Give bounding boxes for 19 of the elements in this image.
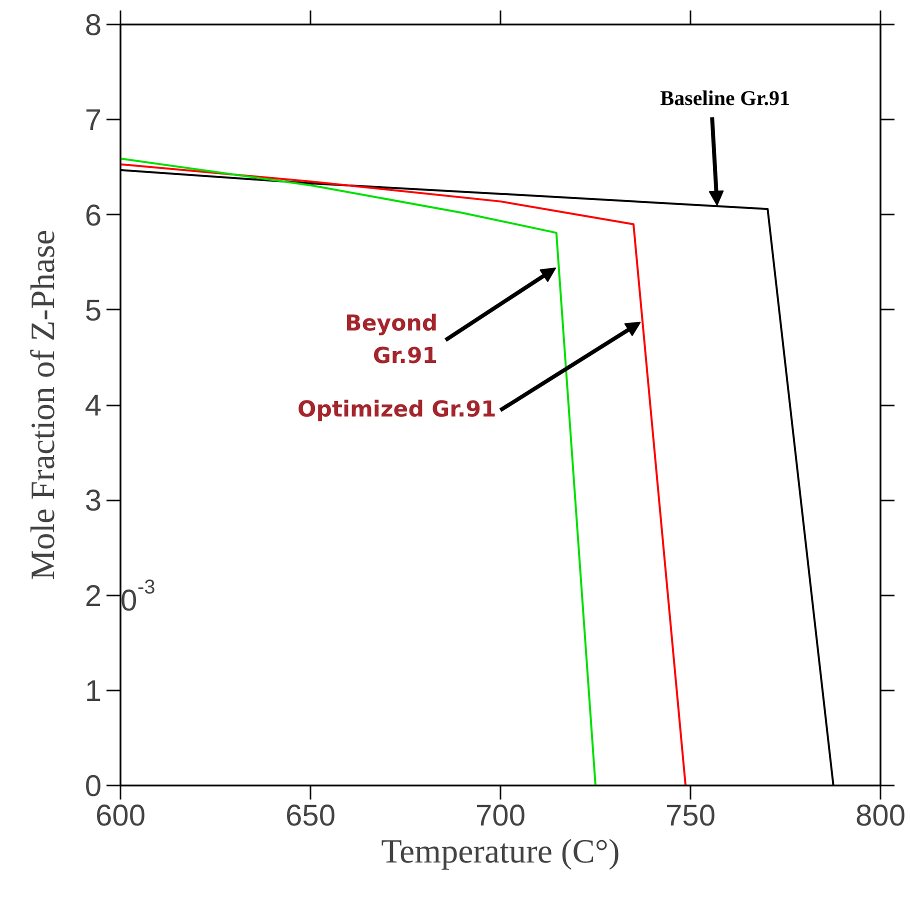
y-tick-label: 2	[84, 580, 102, 613]
y-tick-label: 5	[84, 294, 102, 328]
line-series	[120, 158, 596, 786]
annotation: Beyond Gr.91	[345, 311, 438, 369]
y-tick-label: 4	[84, 390, 102, 422]
y-tick-label: 7	[84, 104, 102, 138]
y-tick-label: 3	[84, 484, 102, 518]
y-tick-label: 6	[84, 199, 102, 232]
x-tick-label: 750	[665, 800, 716, 832]
x-tick-label: 700	[475, 800, 526, 832]
annotation: Optimized Gr.91	[297, 398, 496, 423]
y-tick-label: 1	[84, 674, 102, 708]
line-series	[120, 163, 687, 786]
x-tick-label: 650	[285, 800, 336, 832]
y-tick-label: 8	[84, 9, 102, 42]
x-tick-label: 800	[855, 800, 906, 832]
annotation: Baseline Gr.91	[660, 86, 790, 110]
x-axis-title: Temperature (C°)	[381, 834, 620, 870]
y-axis-title: Mole Fraction of Z-Phase	[24, 230, 62, 580]
